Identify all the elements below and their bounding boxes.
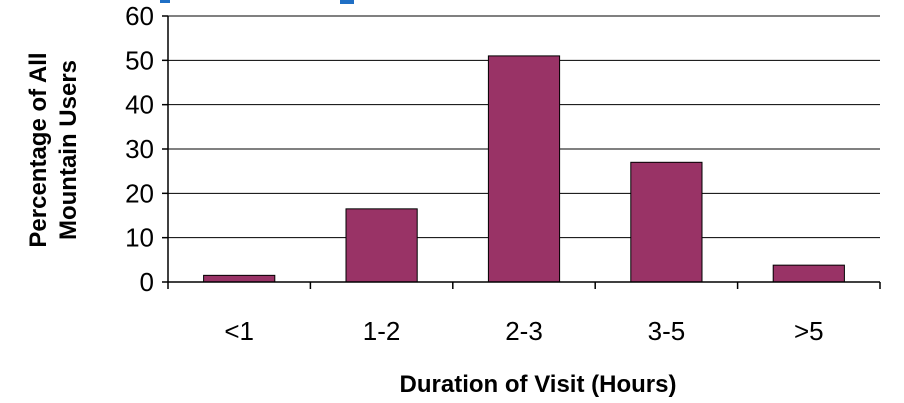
bars [203, 55, 845, 283]
y-axis-title-line-1: Percentage of All [25, 52, 52, 247]
bar [203, 274, 276, 283]
y-tick-label: 0 [140, 267, 154, 297]
y-tick-label: 60 [125, 1, 154, 31]
y-tick-label: 10 [125, 223, 154, 253]
y-tick-labels: 0 10 20 30 40 50 60 [125, 1, 154, 297]
x-axis-title: Duration of Visit (Hours) [400, 371, 677, 398]
x-tick-label: 3-5 [648, 316, 686, 346]
axes [167, 16, 881, 289]
y-tick-label: 40 [125, 90, 154, 120]
x-tick-label: <1 [224, 316, 254, 346]
bar [345, 208, 418, 283]
x-tick-label: 2-3 [505, 316, 543, 346]
bar [772, 264, 845, 283]
title-fragment [160, 0, 354, 4]
x-tick-label: 1-2 [363, 316, 401, 346]
x-tick-labels: <1 1-2 2-3 3-5 >5 [224, 316, 823, 346]
y-tick-label: 50 [125, 45, 154, 75]
bar [630, 161, 703, 283]
y-tick-label: 30 [125, 134, 154, 164]
x-tick-label: >5 [794, 316, 824, 346]
y-axis-title: Percentage of All Mountain Users [25, 52, 82, 247]
bar [487, 55, 561, 283]
y-tick-label: 20 [125, 178, 154, 208]
y-axis-title-line-2: Mountain Users [55, 60, 82, 240]
